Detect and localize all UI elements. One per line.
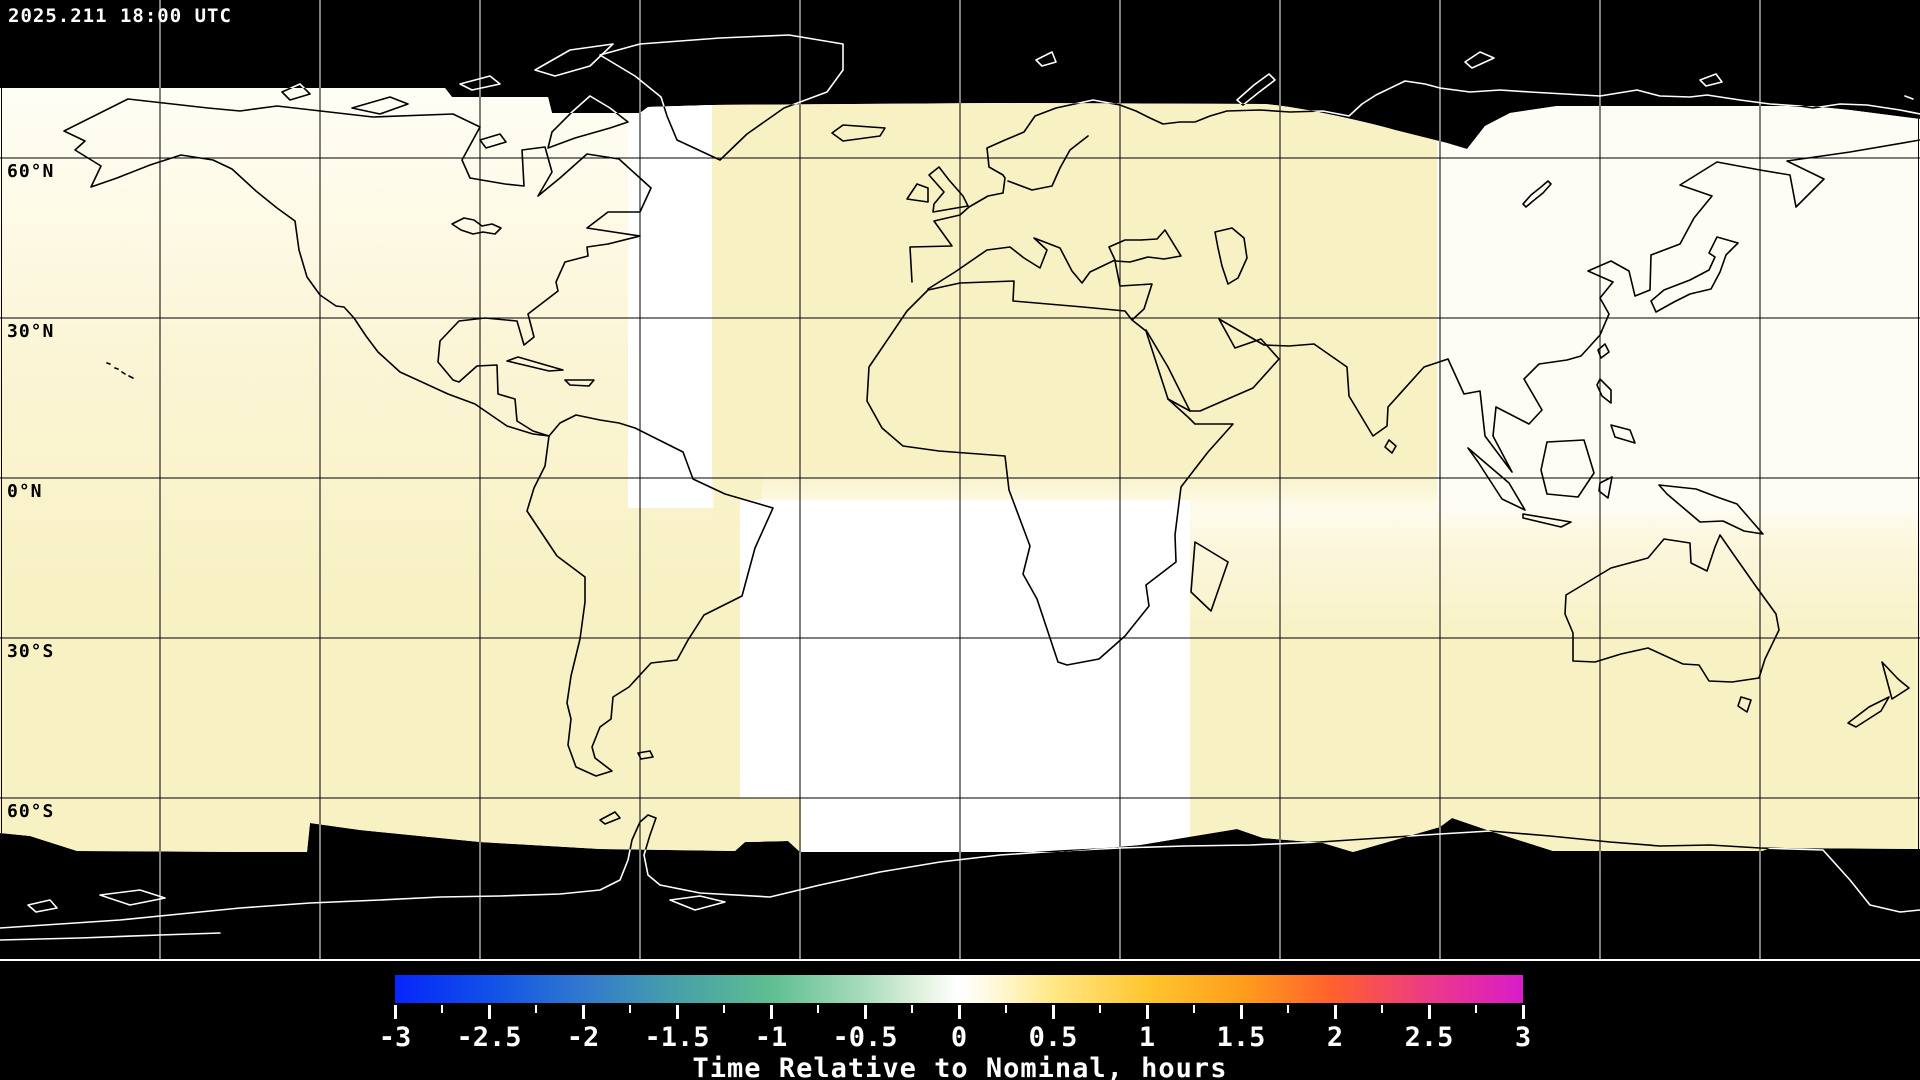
colorbar-major-tick <box>957 1005 961 1019</box>
colorbar-major-tick <box>1239 1005 1243 1019</box>
colorbar-tick-label: -2.5 <box>456 1022 522 1053</box>
colorbar-major-tick <box>581 1005 585 1019</box>
colorbar-tick-label: -0.5 <box>832 1022 898 1053</box>
colorbar-minor-tick <box>1475 1005 1477 1013</box>
world-map <box>0 0 1920 962</box>
colorbar-tick-label: -1 <box>754 1022 788 1053</box>
colorbar-tick-label: 2.5 <box>1404 1022 1454 1053</box>
colorbar-minor-tick <box>1381 1005 1383 1013</box>
colorbar-minor-tick <box>817 1005 819 1013</box>
lat-label-30n: 30°N <box>7 321 55 342</box>
colorbar-minor-tick <box>535 1005 537 1013</box>
lat-label-60s: 60°S <box>7 801 55 822</box>
lat-label-60n: 60°N <box>7 161 55 182</box>
colorbar-tick-label: -3 <box>378 1022 412 1053</box>
colorbar-major-tick <box>1333 1005 1337 1019</box>
lat-label-0n: 0°N <box>7 481 43 502</box>
colorbar-major-tick <box>769 1005 773 1019</box>
colorbar-tick-label: 1 <box>1138 1022 1156 1053</box>
coverage-patches <box>0 88 1920 852</box>
colorbar-major-tick <box>487 1005 491 1019</box>
gridlines-data <box>0 0 1920 960</box>
colorbar-minor-tick <box>1287 1005 1289 1013</box>
colorbar-tick-label: 3 <box>1514 1022 1532 1053</box>
colorbar-tick-label: 1.5 <box>1216 1022 1266 1053</box>
colorbar-major-tick <box>863 1005 867 1019</box>
colorbar-minor-tick <box>629 1005 631 1013</box>
colorbar-minor-tick <box>441 1005 443 1013</box>
colorbar-major-tick <box>1145 1005 1149 1019</box>
colorbar-minor-tick <box>911 1005 913 1013</box>
colorbar-tick-label: 0 <box>950 1022 968 1053</box>
colorbar-tick-label: 2 <box>1326 1022 1344 1053</box>
lat-label-30s: 30°S <box>7 641 55 662</box>
colorbar-major-tick <box>393 1005 397 1019</box>
colorbar-major-tick <box>1521 1005 1525 1019</box>
colorbar-major-tick <box>675 1005 679 1019</box>
timestamp: 2025.211 18:00 UTC <box>8 5 232 27</box>
colorbar-gradient <box>395 975 1523 1003</box>
colorbar-minor-tick <box>723 1005 725 1013</box>
colorbar-minor-tick <box>1099 1005 1101 1013</box>
colorbar-tick-label: -1.5 <box>644 1022 710 1053</box>
colorbar-minor-tick <box>1005 1005 1007 1013</box>
map-bottom-border <box>0 959 1920 961</box>
colorbar-major-tick <box>1051 1005 1055 1019</box>
colorbar-tick-label: -2 <box>566 1022 600 1053</box>
colorbar-minor-tick <box>1193 1005 1195 1013</box>
colorbar-major-tick <box>1427 1005 1431 1019</box>
colorbar-title: Time Relative to Nominal, hours <box>692 1053 1228 1080</box>
colorbar-tick-label: 0.5 <box>1028 1022 1078 1053</box>
